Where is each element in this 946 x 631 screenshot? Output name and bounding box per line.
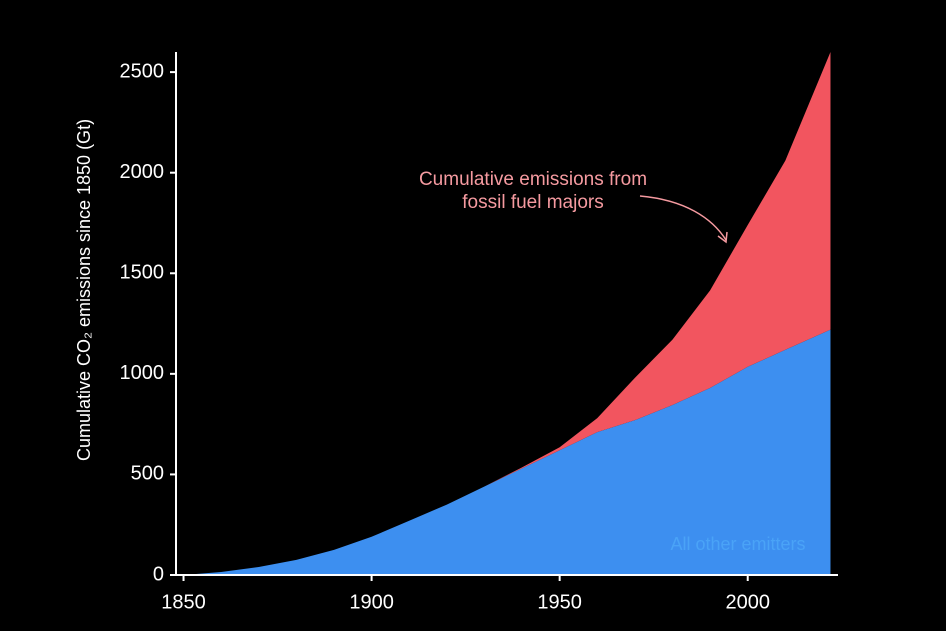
y-tick-label: 2000 bbox=[120, 161, 165, 183]
x-tick-label: 2000 bbox=[725, 591, 770, 613]
x-tick-label: 1900 bbox=[349, 591, 394, 613]
y-axis-label: Cumulative CO₂ emissions since 1850 (Gt) bbox=[74, 119, 94, 461]
y-tick-label: 500 bbox=[131, 463, 164, 485]
x-tick-label: 1950 bbox=[537, 591, 582, 613]
y-tick-label: 1000 bbox=[120, 362, 165, 384]
area bbox=[183, 52, 831, 575]
series-label: All other emitters bbox=[670, 534, 805, 554]
y-tick-label: 0 bbox=[153, 563, 164, 585]
arrow-head bbox=[717, 231, 728, 244]
area bbox=[183, 329, 831, 575]
annotation: Cumulative emissions from fossil fuel ma… bbox=[418, 169, 648, 213]
y-tick-label: 2500 bbox=[120, 60, 165, 82]
x-tick-label: 1850 bbox=[161, 591, 206, 613]
annotation-arrow bbox=[639, 195, 727, 241]
y-tick-label: 1500 bbox=[120, 262, 165, 284]
